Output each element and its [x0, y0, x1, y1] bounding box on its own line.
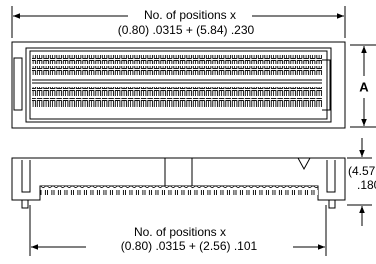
- dimension-imperial: .180: [357, 178, 376, 192]
- end-post: [327, 160, 335, 192]
- end-latch: [322, 60, 330, 110]
- pin-row: [40, 186, 318, 195]
- pin-row: [32, 55, 322, 64]
- board-lock: [329, 200, 335, 208]
- dimension-label: No. of positions x: [144, 8, 236, 22]
- polarization-mark: [298, 158, 310, 169]
- pin-row: [32, 87, 322, 96]
- pin-row: [32, 98, 322, 107]
- page: No. of positions x (0.80) .0315 + (5.84)…: [0, 0, 376, 264]
- dimension-formula: (0.80) .0315 + (2.56) .101: [121, 239, 258, 253]
- dimension-metric: (4.57: [348, 164, 376, 178]
- end-key: [14, 58, 22, 110]
- pin-row: [32, 66, 322, 75]
- end-post: [22, 160, 30, 192]
- drawing: No. of positions x (0.80) .0315 + (5.84)…: [0, 0, 376, 264]
- board-lock: [22, 200, 28, 208]
- housing-outline: [12, 42, 345, 128]
- dimension-label: No. of positions x: [134, 225, 226, 239]
- dimension-formula: (0.80) .0315 + (5.84) .230: [118, 23, 255, 37]
- dimension-label: A: [359, 79, 369, 94]
